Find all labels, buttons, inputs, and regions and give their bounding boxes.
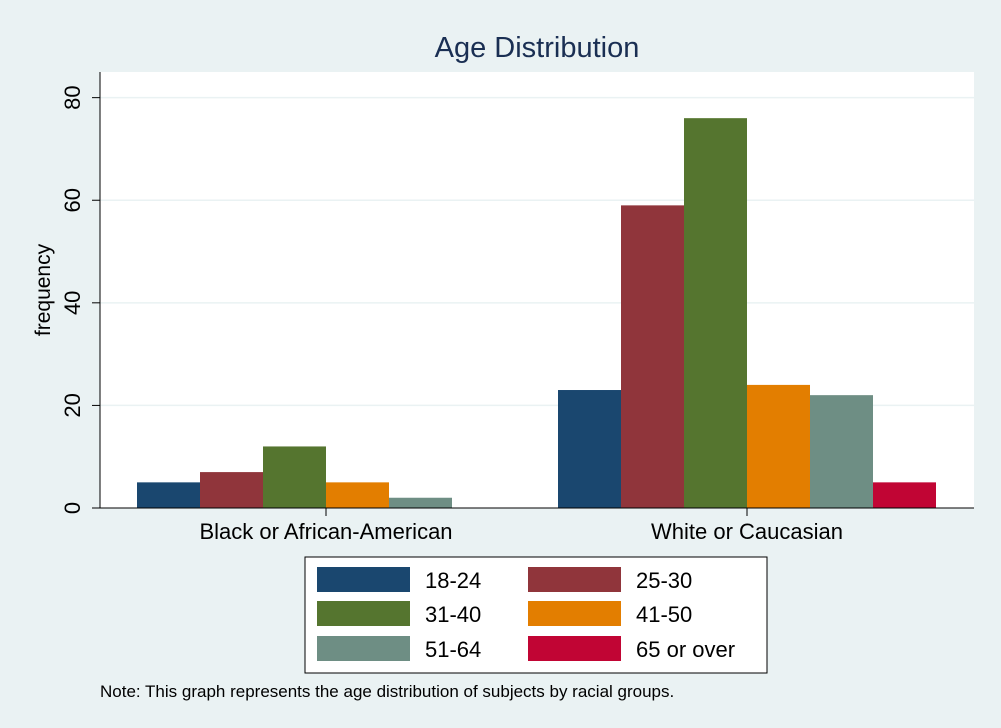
bar-1-5	[873, 482, 936, 508]
bar-1-4	[810, 395, 873, 508]
x-category-label: Black or African-American	[199, 519, 452, 544]
x-tick-labels: Black or African-American White or Caucas…	[199, 508, 843, 544]
legend-swatch	[528, 601, 621, 626]
chart-title: Age Distribution	[435, 32, 640, 64]
y-tick-label: 60	[60, 188, 85, 212]
legend-swatch	[528, 567, 621, 592]
bar-1-1	[621, 205, 684, 509]
legend-swatch	[317, 601, 410, 626]
legend-label: 41-50	[636, 602, 692, 627]
bar-1-3	[747, 384, 810, 508]
legend-label: 51-64	[425, 637, 481, 662]
y-axis-title: frequency	[32, 243, 55, 336]
bar-0-2	[263, 446, 326, 508]
legend-swatch	[528, 636, 621, 661]
chart-note: Note: This graph represents the age dist…	[100, 682, 674, 701]
y-tick-label: 40	[60, 291, 85, 315]
bar-1-0	[558, 390, 621, 508]
legend-swatch	[317, 567, 410, 592]
bar-0-3	[326, 482, 389, 508]
legend-label: 18-24	[425, 568, 481, 593]
y-ticks: 0 20 40 60 80	[60, 85, 100, 514]
bars	[137, 118, 936, 509]
y-tick-label: 0	[60, 502, 85, 514]
y-tick-label: 80	[60, 85, 85, 109]
legend: 18-24 25-30 31-40 41-50 51-64 65 or over	[304, 556, 768, 674]
legend-swatch	[317, 636, 410, 661]
bar-0-0	[137, 482, 200, 508]
x-category-label: White or Caucasian	[651, 519, 843, 544]
bar-0-1	[200, 472, 263, 508]
bar-0-4	[389, 497, 452, 508]
legend-label: 25-30	[636, 568, 692, 593]
y-tick-label: 20	[60, 393, 85, 417]
legend-label: 65 or over	[636, 637, 735, 662]
bar-1-2	[684, 118, 747, 508]
legend-label: 31-40	[425, 602, 481, 627]
